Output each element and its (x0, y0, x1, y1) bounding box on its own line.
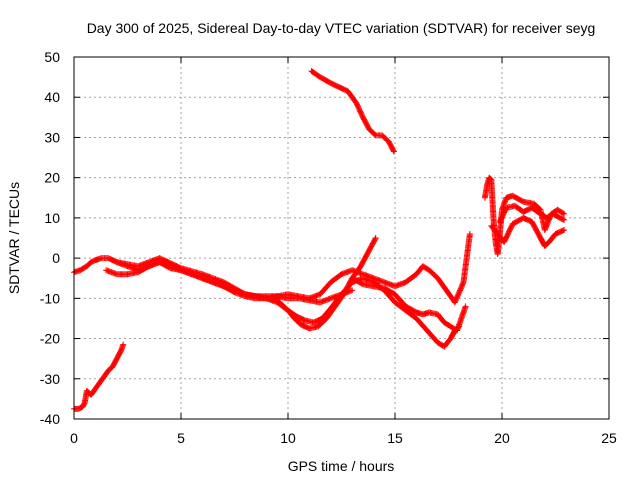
x-tick-label: 10 (280, 430, 296, 446)
data-point (561, 227, 568, 233)
series-arc-10 (496, 202, 568, 225)
y-tick-label: 0 (52, 250, 60, 266)
series-arc-6 (349, 275, 469, 334)
data-point (349, 287, 356, 294)
data-point (372, 235, 379, 241)
data-point (120, 341, 127, 348)
chart-title: Day 300 of 2025, Sidereal Day-to-day VTE… (87, 20, 596, 36)
data-point (462, 303, 469, 310)
x-tick-label: 15 (387, 430, 403, 446)
data-point (560, 210, 566, 217)
plot-frame (73, 56, 610, 420)
grid-lines (74, 57, 609, 419)
y-tick-label: -20 (40, 331, 60, 347)
data-point (561, 216, 568, 223)
axes: 0 5 10 15 20 25 -40 -30 -20 -10 0 10 20 30 40 50 (40, 49, 617, 446)
x-tick-label: 25 (601, 430, 617, 446)
y-axis-label: SDTVAR / TECUs (6, 182, 22, 294)
x-tick-label: 5 (177, 430, 185, 446)
y-tick-label: 40 (44, 89, 60, 105)
series-arc-3 (103, 235, 379, 332)
y-tick-label: -30 (40, 371, 60, 387)
data-points (71, 68, 568, 412)
y-tick-label: 50 (44, 49, 60, 65)
y-tick-label: -40 (40, 411, 60, 427)
series-arc-1 (71, 341, 127, 412)
x-axis-label: GPS time / hours (288, 458, 395, 474)
series-arc-7 (308, 68, 397, 155)
x-tick-label: 20 (494, 430, 510, 446)
series-arc-9 (488, 214, 568, 249)
data-point (466, 231, 473, 237)
data-point (390, 148, 397, 155)
y-tick-label: 20 (44, 170, 60, 186)
y-tick-label: 10 (44, 210, 60, 226)
y-tick-label: 30 (44, 129, 60, 145)
y-tick-label: -10 (40, 290, 60, 306)
data-point (390, 147, 397, 154)
x-tick-label: 0 (70, 430, 78, 446)
data-point (561, 210, 568, 217)
